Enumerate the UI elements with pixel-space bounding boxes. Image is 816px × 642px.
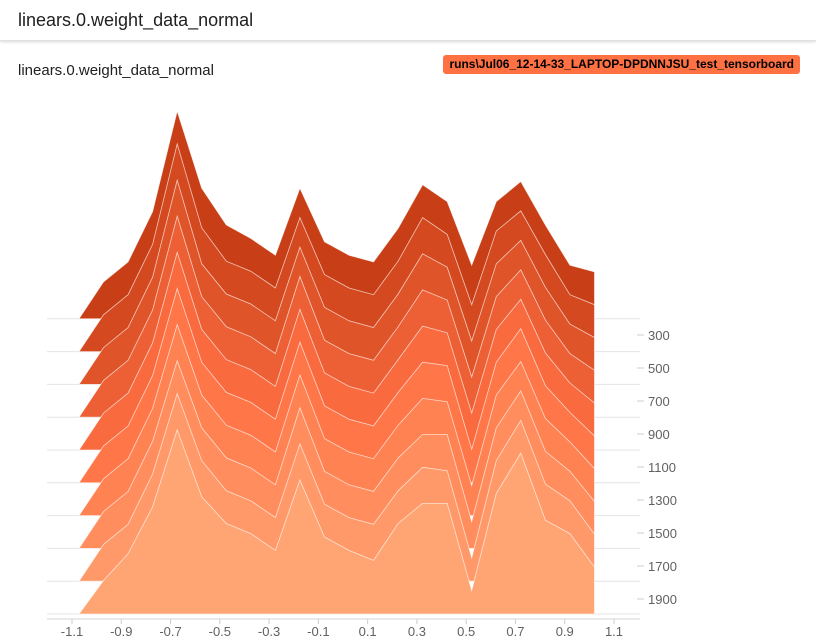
x-tick-label: -0.1 xyxy=(307,624,329,639)
histogram-areas xyxy=(78,109,595,615)
x-tick-label: -0.7 xyxy=(159,624,181,639)
x-tick-label: -0.5 xyxy=(209,624,231,639)
y-tick-label: 1700 xyxy=(648,559,677,574)
y-tick-label: 500 xyxy=(648,361,670,376)
run-badge[interactable]: runs\Jul06_12-14-33_LAPTOP-DPDNNJSU_test… xyxy=(443,55,800,74)
x-tick-label: 0.5 xyxy=(457,624,475,639)
card-title: linears.0.weight_data_normal xyxy=(18,62,214,79)
y-tick-label: 900 xyxy=(648,427,670,442)
y-tick-label: 700 xyxy=(648,394,670,409)
header-bar: linears.0.weight_data_normal xyxy=(0,0,816,41)
y-tick-label: 1300 xyxy=(648,493,677,508)
y-tick-label: 300 xyxy=(648,328,670,343)
y-tick-label: 1100 xyxy=(648,460,676,475)
x-tick-label: -0.3 xyxy=(258,624,280,639)
x-tick-label: 0.1 xyxy=(359,624,377,639)
x-tick-label: -0.9 xyxy=(110,624,132,639)
x-tick-label: 0.9 xyxy=(556,624,574,639)
x-tick-label: 0.3 xyxy=(408,624,426,639)
x-tick-label: 1.1 xyxy=(605,624,623,639)
y-tick-label: 1900 xyxy=(648,592,677,607)
x-tick-label: 0.7 xyxy=(506,624,524,639)
y-tick-label: 1500 xyxy=(648,526,677,541)
x-tick-label: -1.1 xyxy=(61,624,83,639)
histogram-area-step-1900 xyxy=(78,428,595,615)
header-title: linears.0.weight_data_normal xyxy=(18,10,254,30)
